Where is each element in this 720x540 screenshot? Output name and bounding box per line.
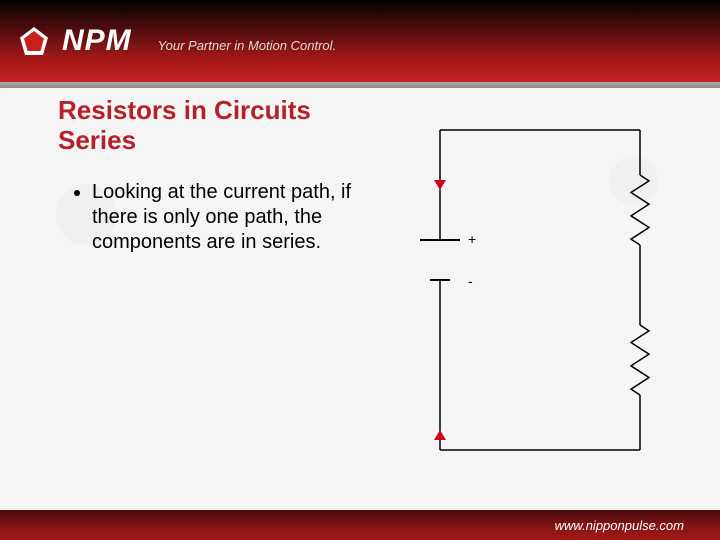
slide-content: Resistors in Circuits Series Looking at … — [58, 96, 358, 255]
slide-title: Resistors in Circuits Series — [58, 96, 358, 156]
bullet-list: Looking at the current path, if there is… — [58, 180, 358, 255]
logo-mark-icon — [20, 27, 48, 55]
svg-text:-: - — [468, 273, 473, 289]
slide-title-line2: Series — [58, 125, 136, 155]
logo-text: NPM — [62, 24, 132, 58]
footer-bar: www.nipponpulse.com — [0, 510, 720, 540]
circuit-diagram: +- — [400, 120, 680, 470]
footer-url: www.nipponpulse.com — [555, 518, 684, 533]
bullet-item: Looking at the current path, if there is… — [92, 180, 358, 255]
header-bar: NPM Your Partner in Motion Control. — [0, 0, 720, 82]
svg-text:+: + — [468, 231, 476, 247]
tagline: Your Partner in Motion Control. — [158, 38, 336, 53]
logo: NPM — [20, 24, 132, 58]
slide-title-line1: Resistors in Circuits — [58, 95, 311, 125]
